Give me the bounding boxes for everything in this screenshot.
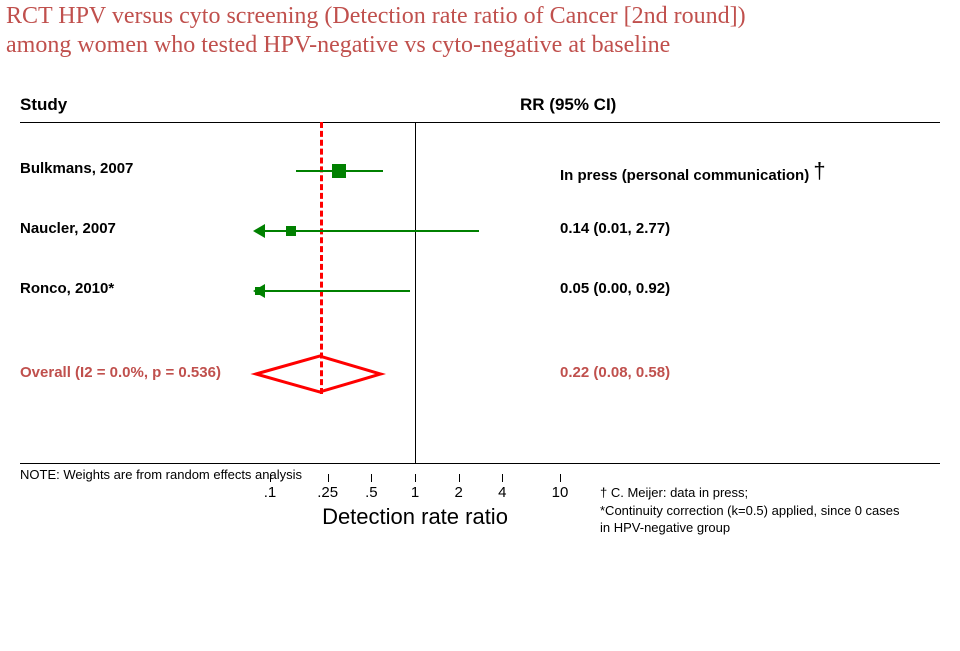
forest-plot: Study RR (95% CI) Bulkmans, 2007 In pres… (20, 95, 940, 525)
point-marker (286, 226, 296, 236)
axis-tick-label: 1 (411, 484, 419, 501)
axis-tick (270, 474, 271, 482)
study-value: 0.14 (0.01, 2.77) (560, 220, 670, 237)
page-title: RCT HPV versus cyto screening (Detection… (6, 2, 746, 60)
footnote-star: *Continuity correction (k=0.5) applied, … (600, 503, 900, 536)
study-label: Ronco, 2010* (20, 280, 114, 297)
axis-tick (502, 474, 503, 482)
header-rr: RR (95% CI) (520, 95, 616, 115)
study-row-naucler: Naucler, 2007 0.14 (0.01, 2.77) (20, 210, 940, 250)
title-line1: RCT HPV versus cyto screening (Detection… (6, 3, 746, 29)
title-line2: among women who tested HPV-negative vs c… (6, 32, 670, 58)
axis-tick (459, 474, 460, 482)
axis-tick-label: 4 (498, 484, 506, 501)
arrow-left-icon (253, 224, 265, 238)
ci-line (255, 290, 410, 292)
study-value: In press (personal communication) † (560, 160, 826, 186)
footnote-dagger: † C. Meijer: data in press; (600, 485, 748, 500)
axis-tick-label: .5 (365, 484, 378, 501)
overall-row: Overall (I2 = 0.0%, p = 0.536) 0.22 (0.0… (20, 354, 940, 394)
rule-bottom (20, 463, 940, 464)
study-row-ronco: Ronco, 2010* 0.05 (0.00, 0.92) (20, 270, 940, 310)
overall-diamond (20, 354, 940, 394)
axis-tick-label: 2 (454, 484, 462, 501)
axis-tick (415, 474, 416, 482)
point-marker (332, 164, 346, 178)
axis-tick-label: .25 (317, 484, 338, 501)
footnotes: † C. Meijer: data in press; *Continuity … (600, 484, 900, 537)
study-label: Naucler, 2007 (20, 220, 116, 237)
plot-area: Bulkmans, 2007 In press (personal commun… (20, 122, 940, 463)
axis-tick-label: .1 (264, 484, 277, 501)
study-value: 0.05 (0.00, 0.92) (560, 280, 670, 297)
study-row-bulkmans: Bulkmans, 2007 In press (personal commun… (20, 150, 940, 190)
study-label: Bulkmans, 2007 (20, 160, 133, 177)
dagger-icon: † (813, 158, 825, 183)
header-study: Study (20, 95, 67, 115)
point-marker (255, 287, 263, 295)
axis-tick-label: 10 (552, 484, 569, 501)
axis-tick (371, 474, 372, 482)
x-axis-label: Detection rate ratio (322, 504, 508, 530)
axis-tick (328, 474, 329, 482)
axis-tick (560, 474, 561, 482)
